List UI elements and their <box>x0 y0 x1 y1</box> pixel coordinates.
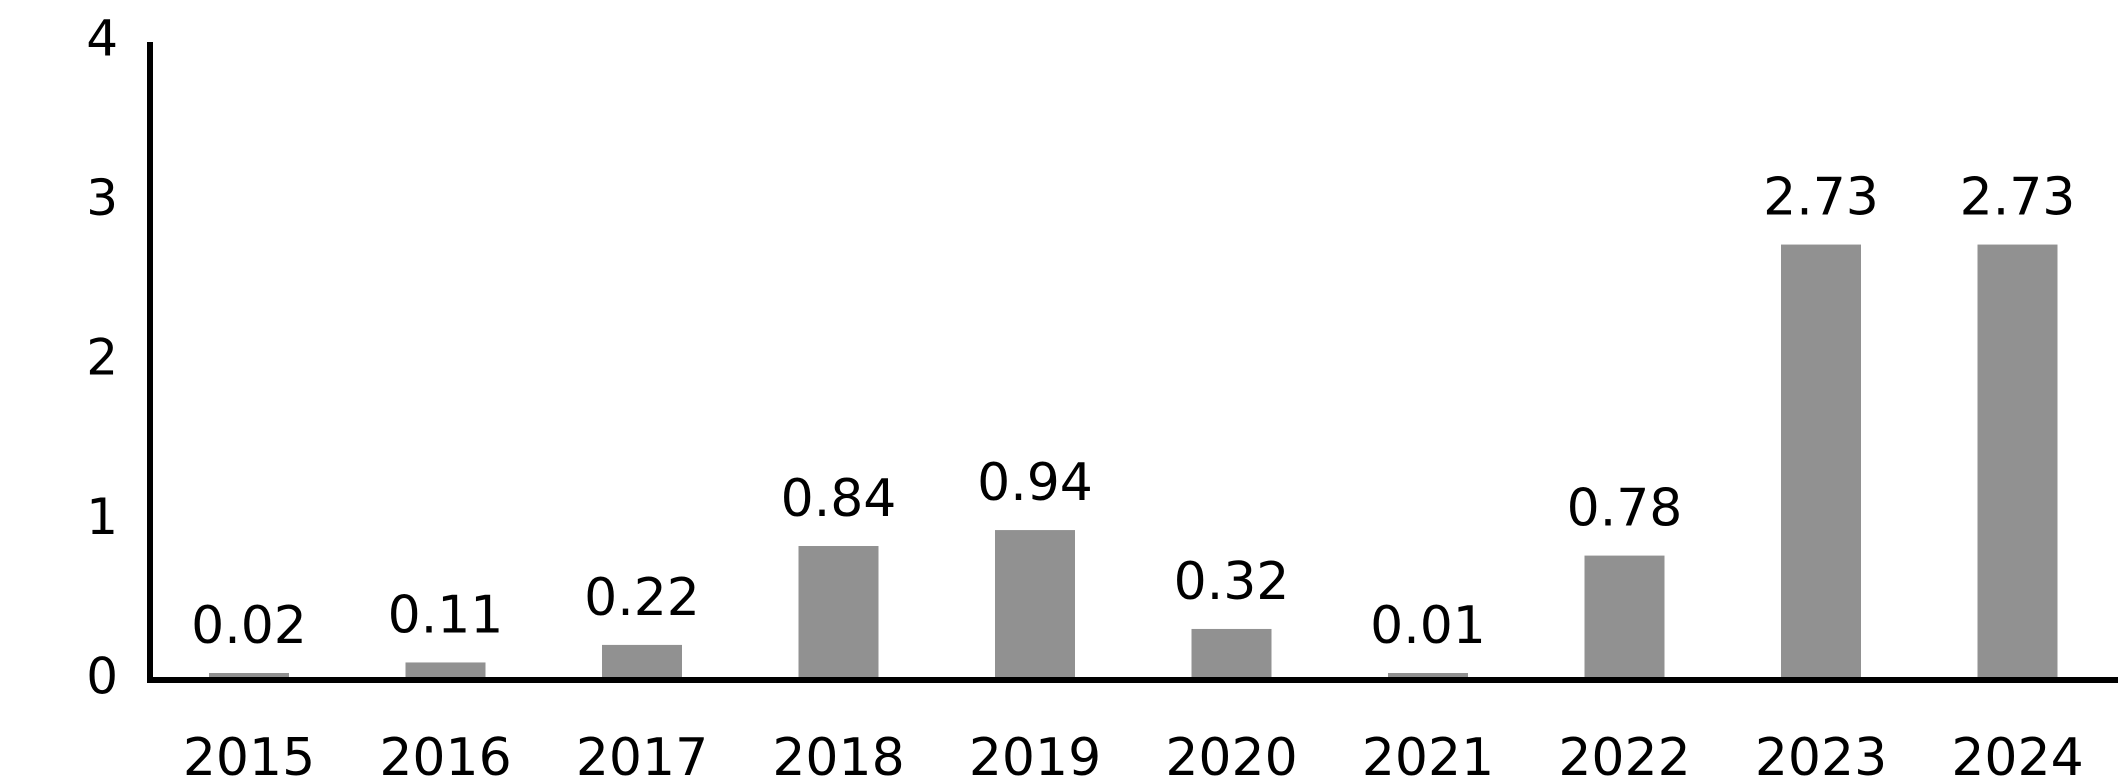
bars-layer <box>209 244 2058 680</box>
y-tick-label: 2 <box>86 329 118 387</box>
x-tick-label: 2021 <box>1362 728 1494 783</box>
bar <box>1584 555 1665 680</box>
bar-value-label: 0.78 <box>1567 479 1683 539</box>
x-tick-label: 2019 <box>969 728 1101 783</box>
x-tick-label: 2016 <box>379 728 511 783</box>
y-tick-label: 3 <box>86 169 118 227</box>
y-tick-label: 0 <box>86 648 118 706</box>
bar <box>1388 673 1468 680</box>
bar <box>1781 244 1861 680</box>
x-tick-label: 2020 <box>1165 728 1297 783</box>
x-tick-label: 2024 <box>1951 728 2083 783</box>
x-axis-ticks: 2015 2016 2017 2018 2019 2020 2021 2022 2023 2024 <box>183 728 2084 783</box>
bar-value-label: 0.84 <box>781 469 897 529</box>
data-labels-layer: 0.02 0.11 0.22 0.84 0.94 0.32 0.01 0.78 2.73 2.73 <box>191 168 2075 656</box>
x-tick-label: 2023 <box>1755 728 1887 783</box>
bar-value-label: 2.73 <box>1763 168 1879 228</box>
bar <box>209 673 289 680</box>
x-tick-label: 2018 <box>772 728 904 783</box>
bar-value-label: 0.01 <box>1370 596 1486 656</box>
y-axis-ticks: 0 1 2 3 4 <box>86 10 118 706</box>
bar-value-label: 0.11 <box>388 585 504 645</box>
bar-value-label: 0.32 <box>1174 552 1290 612</box>
bar-value-label: 0.22 <box>584 568 700 628</box>
x-tick-label: 2015 <box>183 728 315 783</box>
bar-value-label: 0.02 <box>191 596 307 656</box>
bar <box>405 662 486 680</box>
bar <box>995 530 1075 680</box>
bar <box>1977 244 2058 680</box>
bar <box>602 644 682 680</box>
bar-value-label: 2.73 <box>1960 168 2076 228</box>
y-tick-label: 4 <box>86 10 118 68</box>
y-tick-label: 1 <box>86 488 118 546</box>
x-tick-label: 2022 <box>1558 728 1690 783</box>
bar <box>798 546 879 680</box>
x-tick-label: 2017 <box>576 728 708 783</box>
bar-value-label: 0.94 <box>977 453 1093 513</box>
bar <box>1191 628 1272 680</box>
